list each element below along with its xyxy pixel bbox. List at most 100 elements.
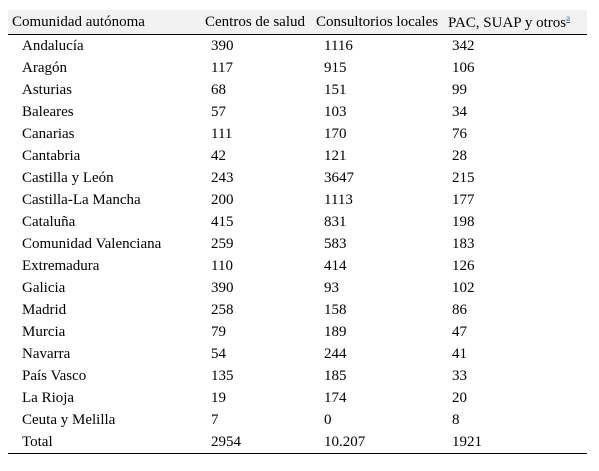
local-clinics-cell: 414 xyxy=(324,257,347,274)
pac-cell: 99 xyxy=(452,81,467,98)
table-row: Castilla-La Mancha 200 1113 177 xyxy=(8,189,587,211)
local-clinics-cell: 10.207 xyxy=(312,431,444,454)
region-cell: Total xyxy=(8,431,201,454)
pac-cell: 86 xyxy=(452,301,467,318)
local-clinics-cell: 244 xyxy=(324,345,347,362)
region-cell: País Vasco xyxy=(22,367,87,384)
health-centers-cell: 54 xyxy=(211,345,226,362)
table-row: Comunidad Valenciana 259 583 183 xyxy=(8,233,587,255)
local-clinics-cell: 0 xyxy=(324,411,332,428)
region-cell: Aragón xyxy=(22,59,67,76)
region-cell: Navarra xyxy=(22,345,71,362)
health-centers-cell: 243 xyxy=(211,169,234,186)
pac-cell: 33 xyxy=(452,367,467,384)
region-cell: Asturias xyxy=(22,81,72,98)
local-clinics-cell: 915 xyxy=(324,59,347,76)
pac-cell: 342 xyxy=(452,37,475,54)
region-cell: Ceuta y Melilla xyxy=(22,411,116,428)
local-clinics-cell: 583 xyxy=(324,235,347,252)
header-pac-label: PAC, SUAP y otros xyxy=(448,14,567,31)
region-cell: Castilla y León xyxy=(22,169,114,186)
pac-cell: 102 xyxy=(452,279,475,296)
table-row: Galicia 390 93 102 xyxy=(8,277,587,299)
pac-cell: 215 xyxy=(452,169,475,186)
region-cell: Madrid xyxy=(22,301,67,318)
pac-cell: 20 xyxy=(452,389,467,406)
region-cell: Cantabria xyxy=(22,147,81,164)
local-clinics-cell: 189 xyxy=(324,323,347,340)
table-row: Cataluña 415 831 198 xyxy=(8,211,587,233)
health-centers-cell: 200 xyxy=(211,191,234,208)
region-cell: Cataluña xyxy=(22,213,76,230)
local-clinics-cell: 103 xyxy=(324,103,347,120)
health-centers-cell: 135 xyxy=(211,367,234,384)
health-centers-cell: 110 xyxy=(211,257,233,274)
table-row: Murcia 79 189 47 xyxy=(8,321,587,343)
pac-cell: 177 xyxy=(452,191,475,208)
region-cell: Galicia xyxy=(22,279,66,296)
pac-cell: 106 xyxy=(452,59,475,76)
region-cell: Castilla-La Mancha xyxy=(22,191,141,208)
pac-cell: 183 xyxy=(452,235,475,252)
header-local-clinics: Consultorios locales xyxy=(312,10,444,35)
region-cell: La Rioja xyxy=(22,389,75,406)
pac-cell: 198 xyxy=(452,213,475,230)
header-pac: PAC, SUAP y otrosa xyxy=(444,10,587,35)
header-health-centers-label: Centros de salud xyxy=(205,13,305,30)
table-header: Comunidad autónoma Centros de salud Cons… xyxy=(8,10,587,35)
health-centers-cell: 79 xyxy=(211,323,226,340)
health-centers-cell: 7 xyxy=(211,411,219,428)
table-row: Cantabria 42 121 28 xyxy=(8,145,587,167)
local-clinics-cell: 185 xyxy=(324,367,347,384)
local-clinics-cell: 151 xyxy=(324,81,347,98)
local-clinics-cell: 93 xyxy=(324,279,339,296)
local-clinics-cell: 174 xyxy=(324,389,347,406)
local-clinics-cell: 170 xyxy=(324,125,347,142)
pac-cell: 1921 xyxy=(444,431,587,454)
health-centers-cell: 111 xyxy=(211,125,233,142)
header-region: Comunidad autónoma xyxy=(8,10,201,35)
local-clinics-cell: 121 xyxy=(324,147,347,164)
pac-cell: 47 xyxy=(452,323,467,340)
health-centers-cell: 19 xyxy=(211,389,226,406)
table-row: Asturias 68 151 99 xyxy=(8,79,587,101)
table-row: Navarra 54 244 41 xyxy=(8,343,587,365)
health-centers-cell: 2954 xyxy=(201,431,312,454)
health-centers-cell: 57 xyxy=(211,103,226,120)
table-row: La Rioja 19 174 20 xyxy=(8,387,587,409)
region-cell: Baleares xyxy=(22,103,74,120)
table-row: Canarias 111 170 76 xyxy=(8,123,587,145)
header-region-label: Comunidad autónoma xyxy=(12,13,145,30)
pac-cell: 34 xyxy=(452,103,467,120)
table-row: Madrid 258 158 86 xyxy=(8,299,587,321)
table-row: Ceuta y Melilla 7 0 8 xyxy=(8,409,587,431)
local-clinics-cell: 831 xyxy=(324,213,347,230)
table-body: Andalucía 390 1116 342 Aragón 117 915 106 Asturi… xyxy=(8,35,587,454)
region-cell: Andalucía xyxy=(22,37,84,54)
pac-cell: 8 xyxy=(452,411,460,428)
table-row: Castilla y León 243 3647 215 xyxy=(8,167,587,189)
local-clinics-cell: 3647 xyxy=(324,169,354,186)
table-row: Total 2954 10.207 1921 xyxy=(8,431,587,454)
pac-cell: 126 xyxy=(452,257,475,274)
local-clinics-cell: 1116 xyxy=(324,37,353,54)
footnote-link[interactable]: a xyxy=(566,12,571,23)
health-centers-cell: 415 xyxy=(211,213,234,230)
health-centers-table: Comunidad autónoma Centros de salud Cons… xyxy=(8,10,587,454)
region-cell: Murcia xyxy=(22,323,66,340)
health-centers-cell: 390 xyxy=(211,279,234,296)
local-clinics-cell: 1113 xyxy=(324,191,353,208)
header-local-clinics-label: Consultorios locales xyxy=(316,13,439,30)
data-table-container: Comunidad autónoma Centros de salud Cons… xyxy=(8,10,587,454)
table-row: Baleares 57 103 34 xyxy=(8,101,587,123)
health-centers-cell: 259 xyxy=(211,235,234,252)
table-row: Aragón 117 915 106 xyxy=(8,57,587,79)
local-clinics-cell: 158 xyxy=(324,301,347,318)
table-row: Andalucía 390 1116 342 xyxy=(8,35,587,58)
header-health-centers: Centros de salud xyxy=(201,10,312,35)
region-cell: Canarias xyxy=(22,125,75,142)
pac-cell: 41 xyxy=(452,345,467,362)
health-centers-cell: 68 xyxy=(211,81,226,98)
pac-cell: 76 xyxy=(452,125,467,142)
table-row: País Vasco 135 185 33 xyxy=(8,365,587,387)
